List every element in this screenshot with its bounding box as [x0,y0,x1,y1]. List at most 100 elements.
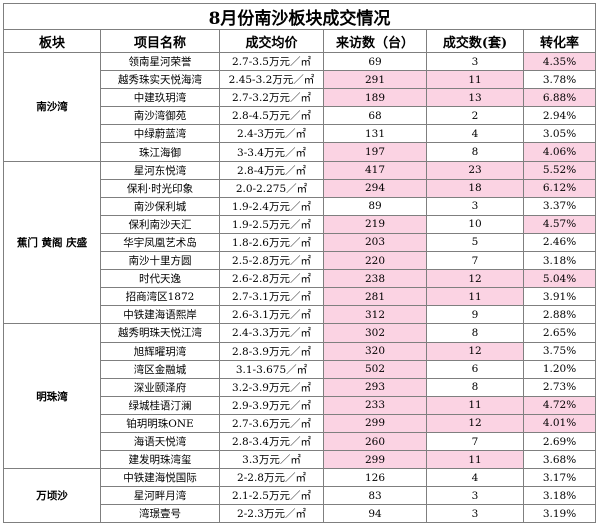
project-name-cell: 越秀珠实天悦海湾 [100,70,220,90]
visits-cell: 219 [323,214,427,234]
deals-cell: 9 [426,305,524,325]
table-row: 万顷沙 中铁建海悦国际 2-2.8万元／㎡ 126 4 3.17% [3,468,597,523]
visits-cell: 302 [323,323,427,343]
table-row: 海语天悦湾 2.8-3.4万元／㎡ 260 7 2.69% [4,431,597,452]
avg-price-cell: 3-3.4万元／㎡ [219,142,324,162]
project-name-cell: 海语天悦湾 [100,431,220,452]
conversion-rate-cell: 4.72% [522,395,597,415]
project-name-cell: 中铁建海悦国际 [100,468,220,488]
conversion-rate-cell: 1.20% [522,359,597,379]
deals-cell: 8 [426,377,524,397]
table-row: 保利·时光印象 2.0-2.275／㎡ 294 18 6.12% [4,178,597,198]
conversion-rate-cell: 5.52% [522,160,597,180]
visits-cell: 299 [323,450,427,470]
deals-cell: 4 [426,468,524,488]
deals-cell: 7 [426,431,524,452]
deals-cell: 5 [426,232,524,253]
visits-cell: 126 [323,468,427,488]
deals-cell: 11 [426,450,524,470]
conversion-rate-cell: 3.18% [522,486,597,506]
sales-report: 8月份南沙板块成交情况 板块 项目名称 成交均价 来访数（台） 成交数(套) 转… [2,3,597,523]
avg-price-cell: 2.5-2.8万元／㎡ [219,251,324,271]
project-name-cell: 中铁建海语熙岸 [100,305,220,325]
table-row: 时代天逸 2.6-2.8万元／㎡ 238 12 5.04% [4,269,597,289]
header-visits: 来访数（台） [323,29,427,53]
table-row: 旭辉曜玥湾 2.8-3.9万元／㎡ 320 12 3.75% [4,341,597,361]
visits-cell: 94 [323,504,427,523]
conversion-rate-cell: 4.06% [522,142,597,162]
avg-price-cell: 3.2-3.9万元／㎡ [219,377,324,397]
deals-cell: 2 [426,106,524,126]
header-sector: 板块 [3,29,101,53]
table-row: 建发明珠湾玺 3.3万元／㎡ 299 11 3.68% [4,450,597,470]
conversion-rate-cell: 4.35% [522,51,597,72]
visits-cell: 293 [323,377,427,397]
conversion-rate-cell: 3.18% [522,251,597,271]
project-name-cell: 星河东悦湾 [100,160,220,180]
table-row: 明珠湾 越秀明珠天悦江湾 2.4-3.3万元／㎡ 302 8 2.65% [3,323,597,470]
deals-cell: 23 [426,160,524,180]
visits-cell: 89 [323,196,427,216]
sector-cell: 万顷沙 [3,468,101,523]
header-deals: 成交数(套) [426,29,524,53]
table-row: 中绿蔚蓝湾 2.4-3万元／㎡ 131 4 3.05% [4,124,597,144]
conversion-rate-cell: 6.12% [522,178,597,198]
avg-price-cell: 1.9-2.4万元／㎡ [219,196,324,216]
avg-price-cell: 2.8-4万元／㎡ [219,160,324,180]
conversion-rate-cell: 3.05% [522,124,597,144]
sector-cell: 蕉门 黄阁 庆盛 [3,160,101,325]
visits-cell: 299 [323,413,427,433]
avg-price-cell: 2.6-2.8万元／㎡ [219,269,324,289]
visits-cell: 502 [323,359,427,379]
project-name-cell: 招商湾区1872 [100,287,220,307]
deals-cell: 3 [426,504,524,523]
avg-price-cell: 2.8-4.5万元／㎡ [219,106,324,126]
deals-cell: 3 [426,51,524,72]
project-name-cell: 深业颐泽府 [100,377,220,397]
avg-price-cell: 2.7-3.6万元／㎡ [219,413,324,433]
visits-cell: 233 [323,395,427,415]
project-name-cell: 珠江海御 [100,142,220,162]
conversion-rate-cell: 3.78% [522,70,597,90]
visits-cell: 197 [323,142,427,162]
project-name-cell: 湾璟壹号 [100,504,220,523]
conversion-rate-cell: 2.88% [522,305,597,325]
table-row: 华宇凤凰艺术岛 1.8-2.6万元／㎡ 203 5 2.46% [4,232,597,253]
project-name-cell: 旭辉曜玥湾 [100,341,220,361]
avg-price-cell: 2.7-3.1万元／㎡ [219,287,324,307]
avg-price-cell: 2.9-3.9万元／㎡ [219,395,324,415]
header-avg-price: 成交均价 [219,29,324,53]
sales-table: 8月份南沙板块成交情况 板块 项目名称 成交均价 来访数（台） 成交数(套) 转… [2,3,597,523]
conversion-rate-cell: 3.17% [522,468,597,488]
deals-cell: 12 [426,269,524,289]
table-title: 8月份南沙板块成交情况 [2,3,597,30]
conversion-rate-cell: 3.37% [522,196,597,216]
conversion-rate-cell: 3.75% [522,341,597,361]
table-row: 南沙保利城 1.9-2.4万元／㎡ 89 3 3.37% [4,196,597,216]
conversion-rate-cell: 2.46% [522,232,597,253]
header-row: 板块 项目名称 成交均价 来访数（台） 成交数(套) 转化率 [3,29,597,53]
avg-price-cell: 2.4-3.3万元／㎡ [219,323,324,343]
project-name-cell: 南沙十里方圆 [100,251,220,271]
deals-cell: 13 [426,88,524,108]
avg-price-cell: 3.3万元／㎡ [219,450,324,470]
visits-cell: 69 [323,51,427,72]
project-name-cell: 湾区金融城 [100,359,220,379]
conversion-rate-cell: 5.04% [522,269,597,289]
conversion-rate-cell: 2.65% [522,323,597,343]
project-name-cell: 星河畔月湾 [100,486,220,506]
project-name-cell: 南沙湾御苑 [100,106,220,126]
conversion-rate-cell: 4.57% [522,214,597,234]
visits-cell: 68 [323,106,427,126]
project-name-cell: 绿城桂语汀澜 [100,395,220,415]
table-row: 星河畔月湾 2.1-2.5万元／㎡ 83 3 3.18% [4,486,597,506]
visits-cell: 417 [323,160,427,180]
project-name-cell: 保利南沙天汇 [100,214,220,234]
project-name-cell: 时代天逸 [100,269,220,289]
project-name-cell: 华宇凤凰艺术岛 [100,232,220,253]
conversion-rate-cell: 2.94% [522,106,597,126]
visits-cell: 320 [323,341,427,361]
deals-cell: 12 [426,341,524,361]
conversion-rate-cell: 6.88% [522,88,597,108]
table-row: 保利南沙天汇 1.9-2.5万元／㎡ 219 10 4.57% [4,214,597,234]
